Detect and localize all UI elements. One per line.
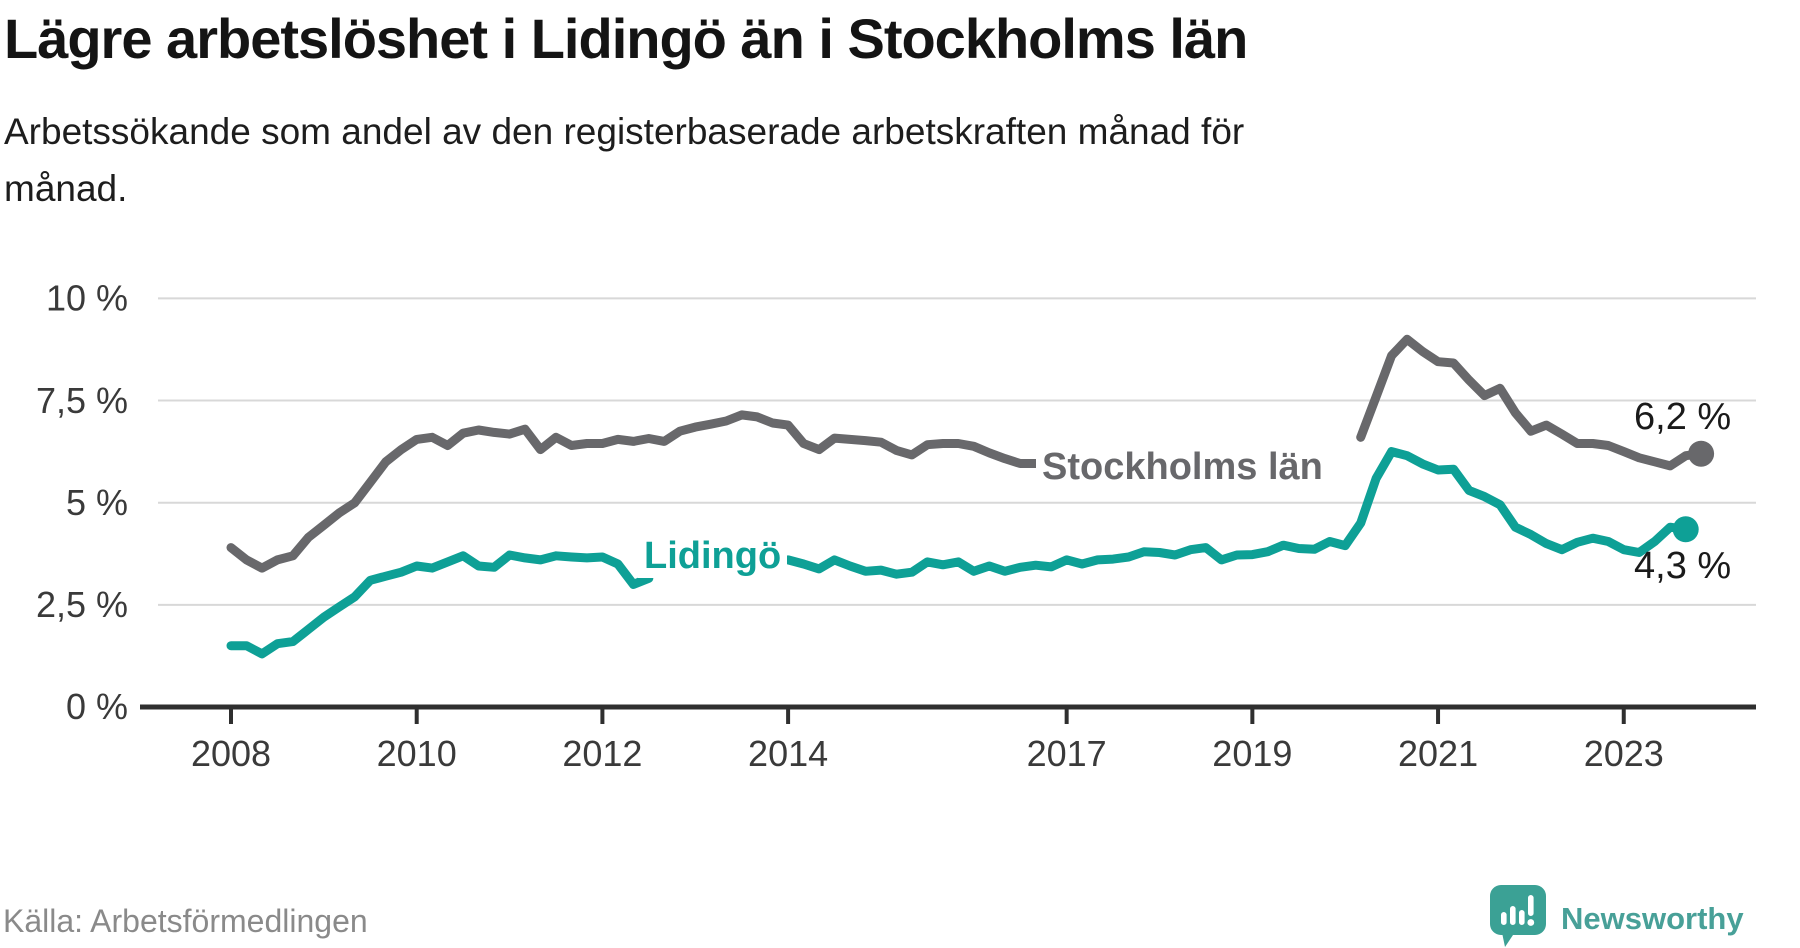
newsworthy-wordmark: Newsworthy — [1561, 900, 1744, 936]
x-axis-label: 2019 — [1212, 733, 1292, 774]
y-axis-label: 0 % — [66, 686, 128, 727]
end-dot-stockholms-lan — [1688, 440, 1715, 467]
x-axis-label: 2021 — [1398, 733, 1478, 774]
subtitle-line-1: Arbetssökande som andel av den registerb… — [4, 111, 1245, 152]
source-attribution: Källa: Arbetsförmedlingen — [3, 903, 368, 939]
x-axis-label: 2014 — [748, 733, 828, 774]
series-line-lidingo — [226, 550, 654, 659]
series-line-stockholms-lan — [1356, 334, 1706, 471]
newsworthy-logo-icon — [1489, 884, 1547, 948]
series-line-stockholms-lan — [226, 410, 1041, 573]
y-axis-label: 5 % — [66, 482, 128, 523]
series-label-lidingo: Lidingö — [638, 535, 788, 578]
x-axis-label: 2017 — [1027, 733, 1107, 774]
y-axis-label: 2,5 % — [36, 584, 128, 625]
y-axis-label: 10 % — [46, 278, 128, 319]
x-axis-label: 2010 — [377, 733, 457, 774]
x-axis-label: 2008 — [191, 733, 271, 774]
x-axis-label: 2012 — [562, 733, 642, 774]
end-value-label-lidingo: 4,3 % — [1634, 545, 1732, 587]
y-axis-label: 7,5 % — [36, 380, 128, 421]
end-value-label-stockholms-lan: 6,2 % — [1634, 396, 1732, 438]
series-line-lidingo — [783, 447, 1691, 579]
newsworthy-brand: Newsworthy — [1489, 884, 1744, 948]
chart-subtitle: Arbetssökande som andel av den registerb… — [4, 103, 1244, 217]
series-label-stockholms-lan: Stockholms län — [1036, 446, 1329, 489]
x-axis-label: 2023 — [1584, 733, 1664, 774]
page-title: Lägre arbetslöshet i Lidingö än i Stockh… — [4, 7, 1248, 70]
end-dot-lidingo — [1672, 516, 1699, 543]
subtitle-line-2: månad. — [4, 168, 128, 209]
